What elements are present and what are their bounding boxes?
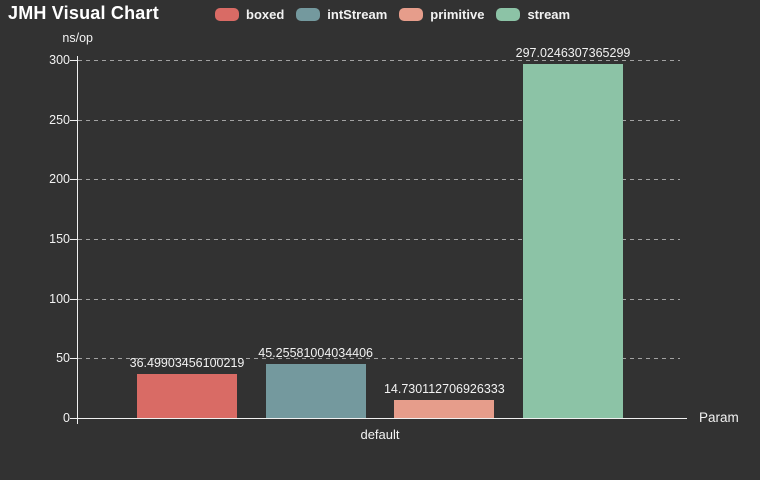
y-tick-mark-200 (70, 179, 78, 181)
y-tick-label-300: 300 (49, 53, 70, 67)
y-tick-mark-0 (70, 418, 78, 419)
y-tick-label-250: 250 (49, 112, 70, 127)
x-axis-title: Param (699, 410, 739, 425)
y-tick-label-200: 200 (49, 172, 70, 187)
gridline-200 (78, 179, 680, 181)
legend-label-intStream: intStream (327, 7, 388, 22)
y-tick-label-50: 50 (56, 351, 70, 366)
bar-intStream[interactable] (265, 363, 366, 418)
gridline-150 (78, 239, 680, 240)
x-axis-line (70, 418, 687, 419)
legend-item-primitive[interactable]: primitive (399, 8, 484, 21)
legend-swatch-intStream (296, 8, 321, 21)
y-tick-label-0: 0 (63, 411, 70, 425)
gridline-50 (78, 358, 680, 360)
y-tick-mark-250 (70, 119, 78, 121)
bar-value-label-intStream: 45.25581004034406 (258, 345, 374, 360)
legend-item-boxed[interactable]: boxed (215, 8, 284, 21)
legend-label-primitive: primitive (430, 7, 485, 22)
y-axis-unit-label: ns/op (62, 31, 93, 45)
page-title: JMH Visual Chart (8, 3, 159, 23)
legend-swatch-boxed (215, 8, 239, 21)
y-tick-mark-150 (70, 239, 78, 240)
legend-label-stream: stream (527, 7, 571, 22)
bar-boxed[interactable] (137, 374, 237, 418)
legend-swatch-stream (496, 8, 521, 21)
bar-value-label-stream: 297.0246307365299 (515, 45, 631, 60)
bar-primitive[interactable] (394, 400, 495, 418)
legend-item-intStream[interactable]: intStream (296, 8, 387, 21)
y-axis-line (77, 56, 78, 424)
legend: boxed intStream primitive stream (215, 8, 570, 21)
legend-item-stream[interactable]: stream (496, 8, 570, 21)
y-tick-label-150: 150 (49, 232, 70, 246)
y-tick-mark-300 (70, 60, 78, 61)
legend-swatch-primitive (399, 8, 424, 21)
gridline-250 (78, 119, 680, 121)
y-tick-mark-100 (70, 298, 78, 300)
gridline-100 (78, 298, 680, 300)
legend-label-boxed: boxed (246, 7, 285, 22)
bar-value-label-primitive: 14.730112706926333 (383, 382, 505, 397)
bar-stream[interactable] (523, 63, 623, 418)
x-category-label: default (360, 427, 400, 442)
y-tick-mark-50 (70, 358, 78, 360)
bar-value-label-boxed: 36.49903456100219 (129, 356, 245, 371)
y-tick-label-100: 100 (49, 291, 70, 306)
gridline-300 (78, 60, 680, 61)
